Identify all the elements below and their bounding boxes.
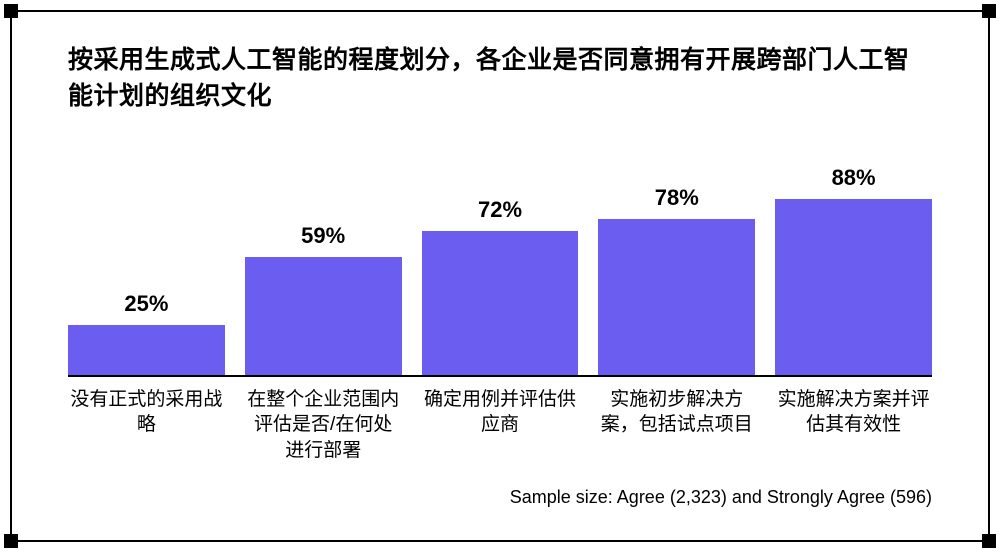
bars-row: 25% 59% 72% 78% 88% bbox=[68, 135, 932, 375]
bar-value-0: 25% bbox=[124, 291, 168, 317]
bar-label-1: 在整个企业范围内评估是否/在何处进行部署 bbox=[245, 387, 402, 464]
bar-label-0: 没有正式的采用战略 bbox=[68, 387, 225, 464]
bar-label-2: 确定用例并评估供应商 bbox=[422, 387, 579, 464]
bar-col-3: 78% bbox=[598, 135, 755, 375]
bar-value-4: 88% bbox=[832, 165, 876, 191]
bar-value-2: 72% bbox=[478, 197, 522, 223]
bar-value-1: 59% bbox=[301, 223, 345, 249]
bar-label-4: 实施解决方案并评估其有效性 bbox=[775, 387, 932, 464]
bar-col-2: 72% bbox=[422, 135, 579, 375]
bar-0 bbox=[68, 325, 225, 375]
bar-col-1: 59% bbox=[245, 135, 402, 375]
bar-col-0: 25% bbox=[68, 135, 225, 375]
chart: 25% 59% 72% 78% 88% 没有正式的采用战略 在整个 bbox=[68, 135, 932, 519]
bar-1 bbox=[245, 257, 402, 375]
bar-2 bbox=[422, 231, 579, 375]
chart-title: 按采用生成式人工智能的程度划分，各企业是否同意拥有开展跨部门人工智能计划的组织文… bbox=[68, 42, 932, 115]
labels-row: 没有正式的采用战略 在整个企业范围内评估是否/在何处进行部署 确定用例并评估供应… bbox=[68, 387, 932, 464]
bar-value-3: 78% bbox=[655, 185, 699, 211]
bar-col-4: 88% bbox=[775, 135, 932, 375]
x-axis bbox=[68, 375, 932, 377]
bar-label-3: 实施初步解决方案，包括试点项目 bbox=[598, 387, 755, 464]
bar-4 bbox=[775, 199, 932, 375]
content-area: 按采用生成式人工智能的程度划分，各企业是否同意拥有开展跨部门人工智能计划的组织文… bbox=[10, 10, 990, 542]
bar-3 bbox=[598, 219, 755, 375]
sample-size-footnote: Sample size: Agree (2,323) and Strongly … bbox=[68, 487, 932, 508]
